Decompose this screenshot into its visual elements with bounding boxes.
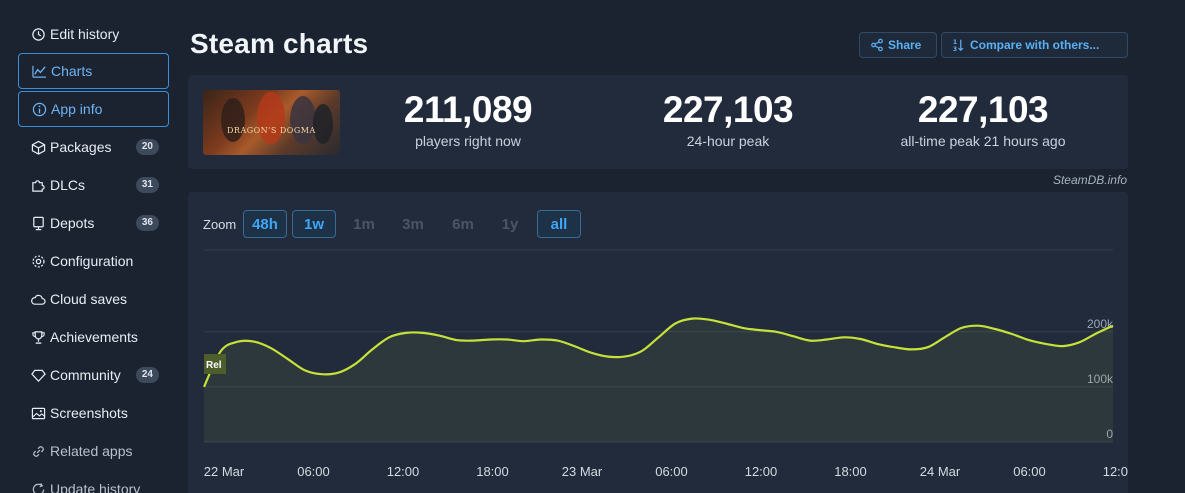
image-icon [30,405,46,421]
sidebar-item-app-info[interactable]: App info [18,91,169,127]
peak-alltime-label: all-time peak 21 hours ago [900,133,1066,149]
history-icon [30,26,46,42]
annotation-box [204,354,226,374]
y-tick-label: 0 [1106,427,1113,441]
sidebar-item-related-apps[interactable]: Related apps [18,433,169,469]
sidebar: Edit history Charts App info Packages 20 DLCs… [0,0,178,493]
sidebar-item-label: Community [50,367,121,383]
zoom-6m-button[interactable]: 6m [452,215,474,233]
sidebar-item-label: Configuration [50,253,134,269]
gear-icon [30,253,46,269]
x-tick-label: 23 Mar [562,464,603,479]
package-icon [30,139,46,155]
sidebar-item-edit-history[interactable]: Edit history [18,16,169,52]
cover-title: DRAGON'S DOGMA [227,126,316,135]
info-icon [31,101,47,117]
diamond-icon [30,367,46,383]
link-icon [30,443,46,459]
svg-text:1: 1 [953,39,957,46]
zoom-1w-button[interactable]: 1w [292,210,336,238]
share-icon [871,38,883,52]
cover-artwork [221,92,333,144]
x-tick-label: 12:00 [745,464,778,479]
players-now-value: 211,089 [403,89,533,130]
sidebar-item-label: Depots [50,215,95,231]
series-area [204,318,1113,442]
sidebar-item-community[interactable]: Community 24 [18,357,169,393]
sidebar-item-label: Update history [50,481,141,493]
players-now-stat: 211,089 players right now [383,89,553,149]
trophy-icon [30,329,46,345]
x-tick-label: 12:00 [1103,464,1128,479]
x-tick-label: 06:00 [655,464,688,479]
compare-button[interactable]: 1 3 Compare with others... [941,32,1128,58]
sidebar-item-label: DLCs [50,177,86,193]
sidebar-item-cloud-saves[interactable]: Cloud saves [18,281,169,317]
zoom-1m-button[interactable]: 1m [353,215,375,233]
zoom-label: Zoom [203,217,237,232]
zoom-1y-button[interactable]: 1y [501,215,519,233]
x-tick-label: 12:00 [387,464,420,479]
x-tick-label: 18:00 [834,464,867,479]
stats-panel: DRAGON'S DOGMA 211,089 players right now… [188,75,1128,169]
steamdb-credit[interactable]: SteamDB.info [1052,173,1127,187]
sidebar-item-screenshots[interactable]: Screenshots [18,395,169,431]
zoom-3m-button[interactable]: 3m [402,215,424,233]
peak-24h-stat: 227,103 24-hour peak [643,89,813,149]
sidebar-item-label: Charts [51,63,93,79]
sidebar-item-label: Packages [50,139,112,155]
count-badge: 36 [135,215,159,231]
sidebar-item-label: Achievements [50,329,138,345]
share-button[interactable]: Share [859,32,937,58]
refresh-icon [30,481,46,493]
x-tick-label: 06:00 [297,464,330,479]
sidebar-item-label: Screenshots [50,405,128,421]
zoom-all-button[interactable]: all [537,210,581,238]
puzzle-icon [30,177,46,193]
peak-24h-label: 24-hour peak [686,133,770,149]
svg-text:3: 3 [953,46,957,52]
annotation-label: Rel [206,360,222,371]
peak-alltime-stat: 227,103 all-time peak 21 hours ago [878,89,1088,149]
sidebar-item-depots[interactable]: Depots 36 [18,205,169,241]
sort-numeric-icon: 1 3 [953,39,964,52]
release-annotation[interactable]: Rel [204,354,226,374]
sidebar-item-label: App info [51,101,103,117]
sidebar-item-update-history[interactable]: Update history [18,471,169,493]
page-title: Steam charts [190,28,369,59]
sidebar-item-label: Edit history [50,26,120,42]
x-tick-label: 06:00 [1013,464,1046,479]
peak-alltime-value: 227,103 [917,89,1049,130]
sidebar-item-label: Related apps [50,443,133,459]
count-badge: 20 [135,139,159,155]
sidebar-item-achievements[interactable]: Achievements [18,319,169,355]
zoom-48h-button[interactable]: 48h [243,210,287,238]
compare-label: Compare with others... [970,38,1100,52]
players-now-label: players right now [415,133,521,149]
chart-panel: Zoom 0100k200kRel22 Mar06:0012:0018:0023… [188,192,1128,493]
sidebar-item-label: Cloud saves [50,291,128,307]
peak-24h-value: 227,103 [662,89,794,130]
count-badge: 24 [135,367,159,383]
sidebar-item-packages[interactable]: Packages 20 [18,129,169,165]
game-cover-image[interactable]: DRAGON'S DOGMA [203,90,340,155]
sidebar-item-configuration[interactable]: Configuration [18,243,169,279]
y-tick-label: 100k [1087,372,1114,386]
server-icon [30,215,46,231]
x-tick-label: 18:00 [476,464,509,479]
sidebar-item-charts[interactable]: Charts [18,53,169,89]
line-chart-icon [31,63,47,79]
x-tick-label: 22 Mar [204,464,245,479]
cloud-icon [30,291,46,307]
sidebar-item-dlcs[interactable]: DLCs 31 [18,167,169,203]
x-tick-label: 24 Mar [920,464,961,479]
count-badge: 31 [135,177,159,193]
share-label: Share [888,38,922,52]
